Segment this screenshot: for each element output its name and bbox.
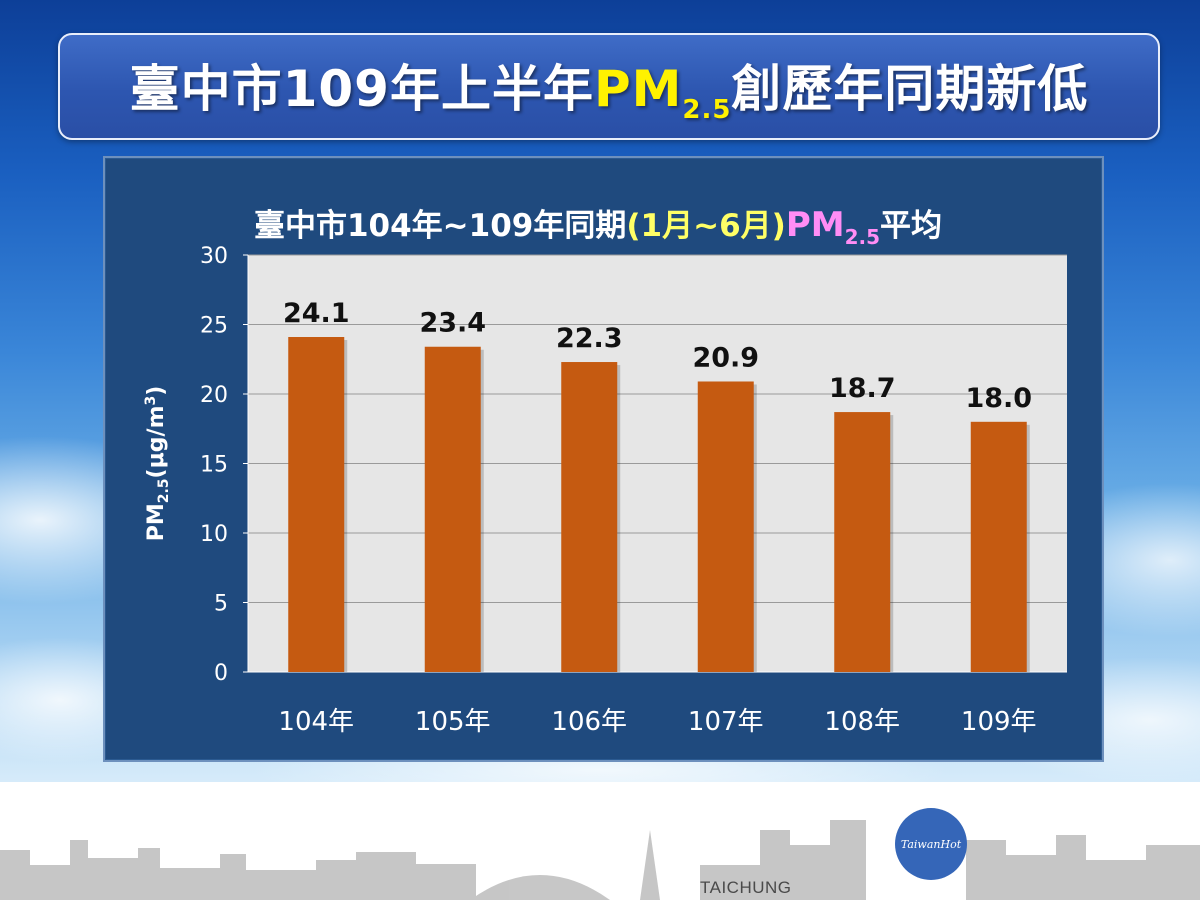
bar bbox=[834, 412, 891, 672]
y-tick-label: 5 bbox=[214, 592, 228, 617]
taiwanhot-logo: TaiwanHot bbox=[895, 808, 967, 880]
y-axis-label-pm: PM bbox=[144, 503, 169, 541]
slide-title-box: 臺中市109年上半年PM2.5創歷年同期新低 bbox=[58, 33, 1160, 140]
y-axis-label-sub: 2.5 bbox=[156, 478, 172, 503]
data-label: 18.7 bbox=[829, 373, 896, 404]
bar bbox=[561, 362, 618, 672]
y-tick-label: 0 bbox=[214, 661, 228, 686]
chart-title: 臺中市104年~109年同期(1月~6月)PM2.5平均 bbox=[0, 200, 1198, 249]
x-tick-label: 105年 bbox=[415, 707, 491, 737]
city-skyline bbox=[0, 820, 1200, 900]
bar bbox=[424, 346, 481, 672]
chart-title-prefix: 臺中市104年~109年同期 bbox=[253, 208, 627, 244]
bar bbox=[970, 421, 1027, 672]
slide-title-pm-text: PM bbox=[593, 59, 683, 118]
chart-title-pm: PM2.5 bbox=[785, 205, 880, 249]
chart-title-pm-text: PM bbox=[785, 205, 845, 245]
y-tick-label: 15 bbox=[200, 453, 228, 478]
slide-title-pm: PM2.5 bbox=[593, 59, 731, 125]
x-tick-label: 109年 bbox=[961, 707, 1037, 737]
y-tick-label: 10 bbox=[200, 522, 228, 547]
y-axis-label-unit: (μg/m bbox=[144, 406, 169, 479]
data-label: 22.3 bbox=[556, 323, 623, 354]
slide-title-pm-sub: 2.5 bbox=[682, 94, 732, 125]
y-tick-label: 25 bbox=[200, 314, 228, 339]
data-label: 23.4 bbox=[419, 308, 486, 339]
slide-title-suffix: 創歷年同期新低 bbox=[731, 59, 1089, 118]
data-label: 18.0 bbox=[965, 383, 1032, 414]
chart-title-suffix: 平均 bbox=[880, 208, 943, 244]
data-label: 20.9 bbox=[692, 342, 759, 373]
data-label: 24.1 bbox=[283, 298, 350, 329]
y-axis-label: PM2.5(μg/m3) bbox=[143, 386, 172, 542]
slide-title-prefix: 臺中市109年上半年 bbox=[129, 59, 594, 118]
bar bbox=[697, 381, 754, 672]
y-tick-label: 20 bbox=[200, 383, 228, 408]
city-label: TAICHUNG bbox=[700, 878, 792, 897]
y-axis-label-sup: 3 bbox=[143, 396, 159, 406]
x-tick-label: 104年 bbox=[278, 707, 354, 737]
x-tick-label: 107年 bbox=[688, 707, 764, 737]
chart-title-months: (1月~6月) bbox=[626, 208, 786, 244]
y-axis-label-close: ) bbox=[144, 386, 169, 396]
y-tick-label: 30 bbox=[200, 244, 228, 269]
chart-title-pm-sub: 2.5 bbox=[844, 225, 881, 249]
slide-title: 臺中市109年上半年PM2.5創歷年同期新低 bbox=[130, 49, 1089, 125]
bar bbox=[288, 337, 345, 672]
x-tick-label: 108年 bbox=[824, 707, 900, 737]
x-tick-label: 106年 bbox=[551, 707, 627, 737]
logo-text: TaiwanHot bbox=[900, 837, 962, 851]
